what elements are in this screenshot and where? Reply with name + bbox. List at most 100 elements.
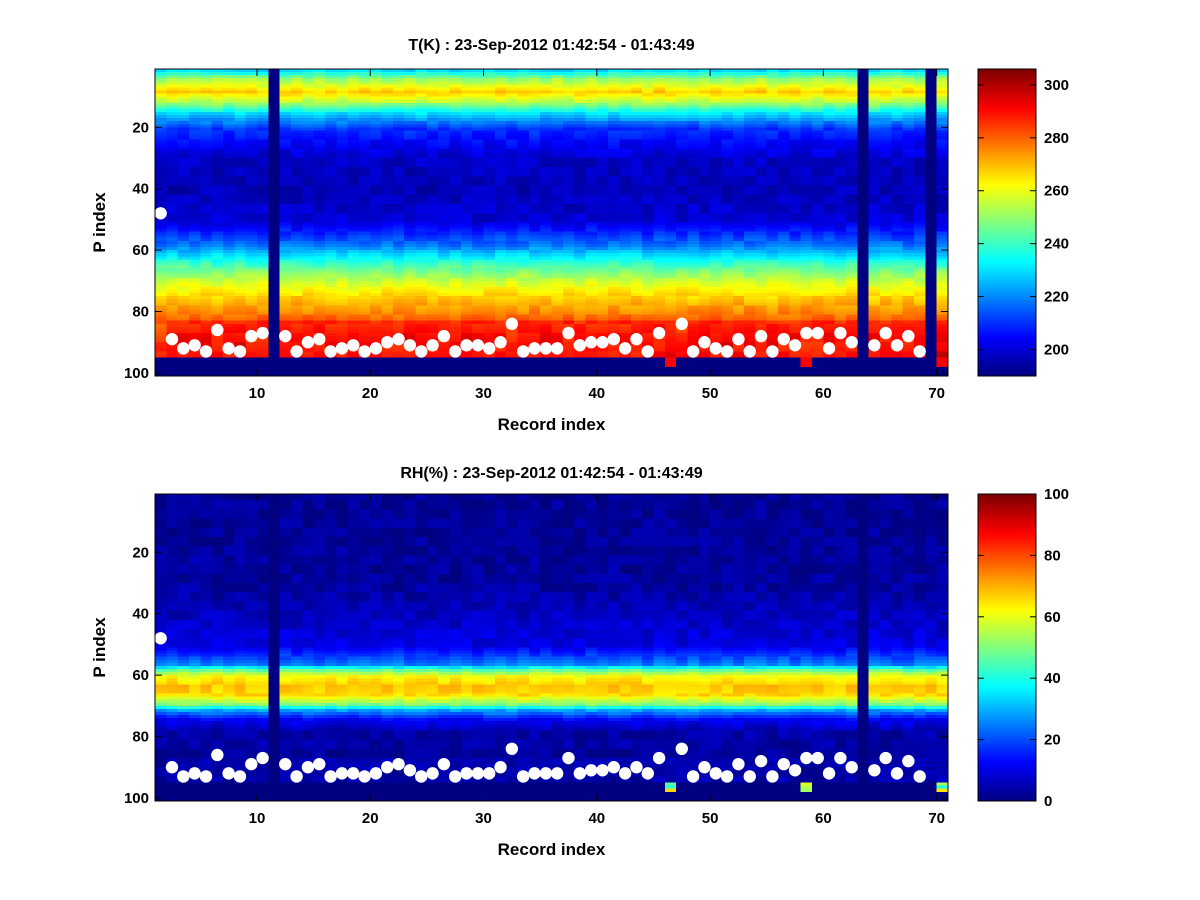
heatmap-cell (460, 222, 473, 227)
heatmap-cell (438, 357, 451, 362)
heatmap-cell (426, 93, 439, 98)
heatmap-cell (472, 311, 485, 316)
heatmap-cell (404, 302, 417, 306)
heatmap-cell (336, 164, 349, 168)
heatmap-cell (200, 130, 213, 135)
heatmap-cell (268, 99, 281, 104)
heatmap-cell (234, 170, 247, 174)
heatmap-cell (630, 170, 643, 174)
heatmap-cell (494, 99, 507, 104)
heatmap-cell (370, 204, 383, 208)
heatmap-cell (188, 96, 201, 101)
heatmap-cell (200, 363, 213, 368)
heatmap-cell (234, 342, 247, 346)
heatmap-cell (256, 72, 269, 76)
heatmap-cell (302, 188, 315, 193)
heatmap-cell (302, 216, 315, 221)
heatmap-cell (517, 115, 530, 119)
heatmap-cell (290, 121, 303, 125)
heatmap-cell (426, 75, 439, 79)
heatmap-cell (483, 317, 496, 322)
heatmap-cell (336, 253, 349, 257)
heatmap-cell (290, 357, 303, 362)
heatmap-cell (188, 201, 201, 205)
heatmap-cell (528, 139, 541, 144)
heatmap-cell (188, 296, 201, 300)
heatmap-cell (222, 201, 235, 205)
heatmap-cell (177, 219, 190, 224)
heatmap-cell (698, 133, 711, 138)
heatmap-cell (211, 271, 224, 276)
heatmap-cell (483, 237, 496, 242)
heatmap-cell (268, 185, 281, 190)
heatmap-cell (358, 339, 371, 343)
heatmap-cell (676, 299, 689, 303)
heatmap-cell (279, 320, 292, 325)
heatmap-cell (200, 75, 213, 79)
heatmap-cell (585, 176, 598, 181)
heatmap-cell (404, 369, 417, 374)
heatmap-cell (279, 360, 292, 365)
heatmap-cell (551, 247, 564, 251)
heatmap-cell (540, 360, 553, 365)
heatmap-cell (358, 90, 371, 95)
heatmap-cell (472, 320, 485, 325)
heatmap-cell (415, 161, 428, 165)
heatmap-cell (426, 145, 439, 150)
heatmap-cell (664, 293, 677, 297)
heatmap-cell (347, 293, 360, 297)
heatmap-cell (155, 286, 167, 291)
heatmap-cell (630, 173, 643, 178)
heatmap-cell (234, 102, 247, 107)
heatmap-cell (596, 320, 609, 325)
heatmap-cell (245, 191, 258, 196)
heatmap-cell (562, 139, 575, 144)
heatmap-cell (562, 256, 575, 260)
heatmap-cell (596, 179, 609, 184)
heatmap-cell (155, 188, 167, 193)
heatmap-cell (234, 204, 247, 208)
heatmap-cell (370, 158, 383, 162)
heatmap-cell (494, 176, 507, 181)
heatmap-cell (472, 323, 485, 328)
heatmap-cell (562, 167, 575, 171)
heatmap-cell (676, 87, 689, 92)
heatmap-cell (517, 96, 530, 101)
heatmap-cell (687, 111, 700, 116)
heatmap-cell (188, 372, 201, 377)
heatmap-cell (347, 317, 360, 322)
heatmap-cell (551, 366, 564, 371)
heatmap-cell (698, 366, 711, 371)
heatmap-cell (619, 84, 632, 89)
heatmap-cell (211, 259, 224, 264)
heatmap-cell (596, 139, 609, 144)
heatmap-cell (710, 213, 723, 217)
heatmap-cell (222, 139, 235, 144)
heatmap-cell (415, 139, 428, 144)
heatmap-cell (381, 253, 394, 257)
heatmap-cell (358, 320, 371, 325)
heatmap-cell (404, 216, 417, 221)
heatmap-cell (347, 75, 360, 79)
heatmap-cell (392, 158, 405, 162)
heatmap-cell (698, 372, 711, 377)
heatmap-cell (608, 259, 621, 264)
heatmap-cell (256, 317, 269, 322)
heatmap-cell (710, 151, 723, 156)
heatmap-cell (336, 179, 349, 184)
heatmap-cell (574, 216, 587, 221)
heatmap-cell (177, 136, 190, 141)
heatmap-cell (653, 277, 666, 282)
heatmap-cell (245, 90, 258, 95)
heatmap-cell (188, 158, 201, 162)
heatmap-cell (188, 234, 201, 239)
heatmap-cell (653, 111, 666, 116)
heatmap-cell (392, 133, 405, 138)
heatmap-cell (710, 84, 723, 89)
heatmap-cell (494, 314, 507, 319)
heatmap-cell (155, 154, 167, 159)
heatmap-cell (528, 369, 541, 374)
heatmap-cell (619, 127, 632, 131)
heatmap-cell (551, 78, 564, 82)
heatmap-cell (460, 225, 473, 230)
